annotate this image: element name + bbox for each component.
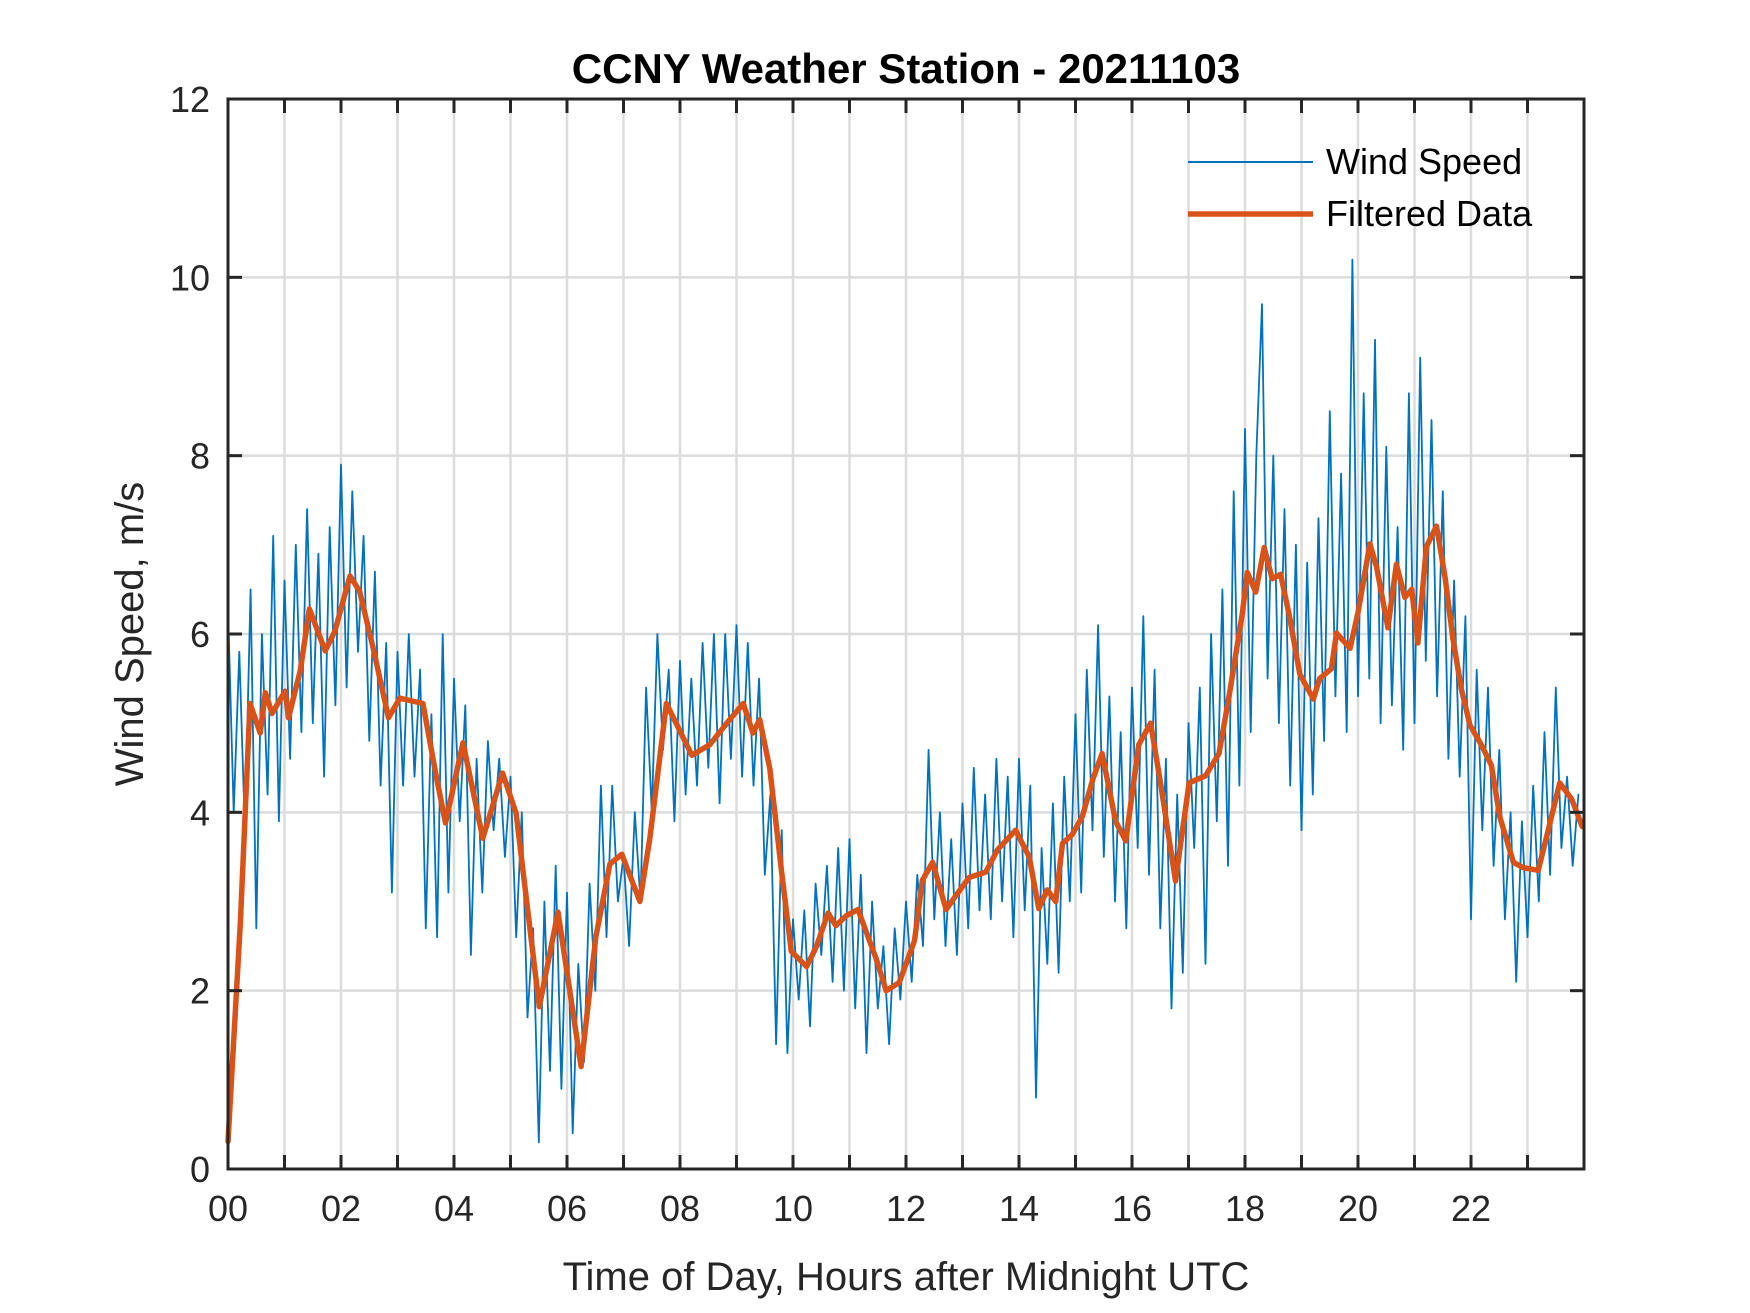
x-tick-label: 18 [1225, 1188, 1265, 1229]
x-tick-label: 20 [1338, 1188, 1378, 1229]
legend-label-wind-speed: Wind Speed [1326, 141, 1522, 182]
y-tick-label: 2 [190, 971, 210, 1012]
x-tick-label: 00 [208, 1188, 248, 1229]
y-tick-label: 8 [190, 436, 210, 477]
series-line-filtered-data [225, 523, 1586, 1145]
x-tick-label: 10 [773, 1188, 813, 1229]
y-axis-label: Wind Speed, m/s [108, 482, 152, 787]
y-tick-label: 4 [190, 792, 210, 833]
series-line-wind-speed [227, 258, 1580, 1144]
y-tick-label: 10 [170, 257, 210, 298]
x-tick-label: 08 [660, 1188, 700, 1229]
y-tick-label: 12 [170, 79, 210, 120]
x-tick-label: 06 [547, 1188, 587, 1229]
x-tick-label: 22 [1451, 1188, 1491, 1229]
chart-title: CCNY Weather Station - 20211103 [572, 45, 1240, 92]
legend-label-filtered-data: Filtered Data [1326, 193, 1533, 234]
x-tick-label: 04 [434, 1188, 474, 1229]
legend: Wind Speed Filtered Data [1188, 141, 1533, 234]
x-tick-label: 02 [321, 1188, 361, 1229]
axes [226, 97, 1586, 1171]
y-tick-label: 0 [190, 1149, 210, 1190]
x-tick-label: 14 [999, 1188, 1039, 1229]
x-axis-label: Time of Day, Hours after Midnight UTC [563, 1255, 1250, 1299]
x-tick-label: 12 [886, 1188, 926, 1229]
grid [228, 99, 1584, 1169]
y-tick-label: 6 [190, 614, 210, 655]
x-tick-label: 16 [1112, 1188, 1152, 1229]
series-layer [225, 258, 1586, 1145]
